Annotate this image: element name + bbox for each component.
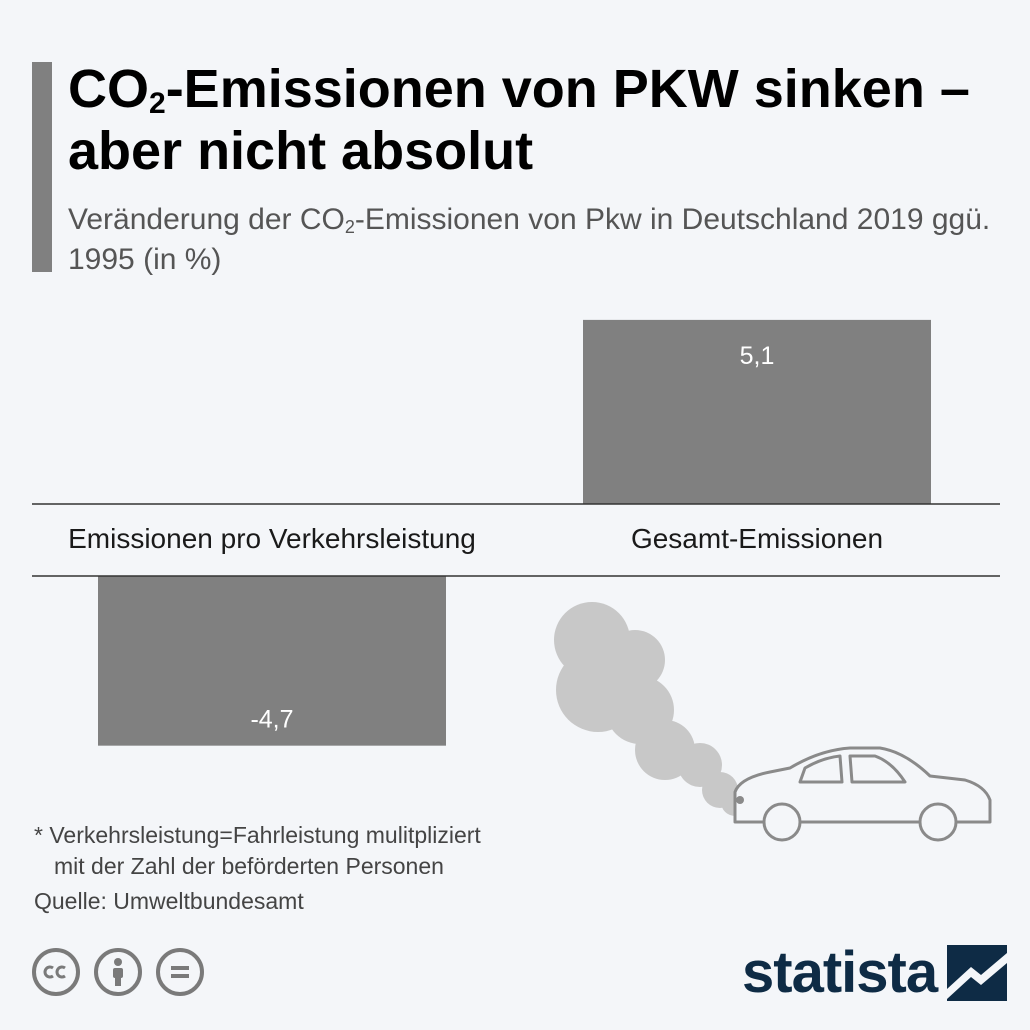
accent-bar [32,62,52,272]
source-note: Quelle: Umweltbundesamt [34,888,304,914]
footnote: * Verkehrsleistung=Fahrleistung mulitpli… [34,820,594,882]
footnote-line-2: mit der Zahl der beförderten Personen [54,853,444,879]
chart-subtitle: Veränderung der CO2-Emissionen von Pkw i… [68,203,991,276]
chart-title: CO2-Emissionen von PKW sinken – aber nic… [68,59,970,181]
category-label-1: Emissionen pro Verkehrsleistung [68,523,476,554]
smoke-cloud-illustration [554,602,749,816]
statista-logo-mark-icon [947,945,1008,1001]
value-label-1: -4,7 [250,706,293,734]
by-icon[interactable] [94,948,142,996]
bar-1 [98,576,446,746]
car-illustration [733,746,992,842]
cc-icon[interactable] [32,948,80,996]
license-icons [32,948,204,996]
bar-2 [583,319,931,504]
footnote-line-1: * Verkehrsleistung=Fahrleistung mulitpli… [34,822,481,848]
nd-icon[interactable] [156,948,204,996]
value-label-2: 5,1 [740,342,775,370]
statista-logo: statista [742,938,1008,1008]
category-label-2: Gesamt-Emissionen [631,523,883,554]
